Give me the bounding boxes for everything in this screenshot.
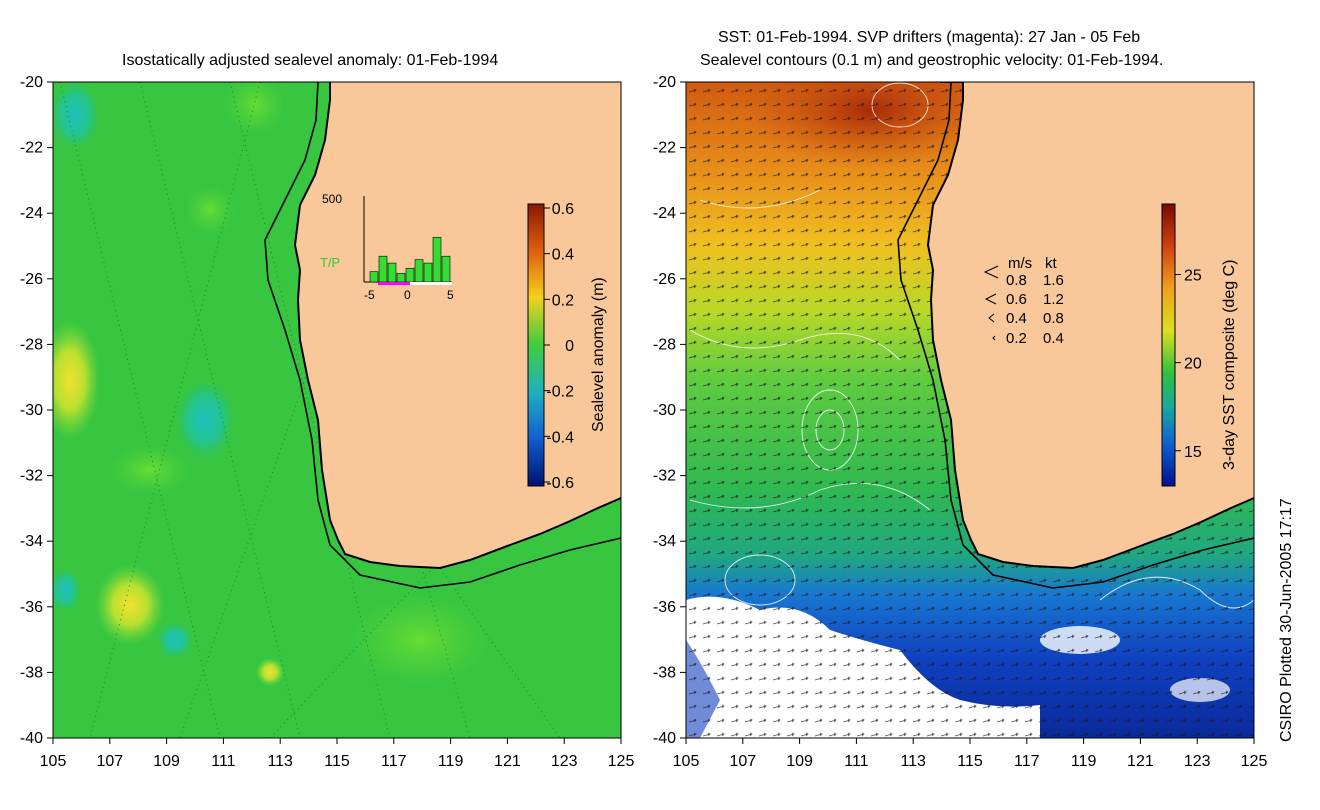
lon-tick-label: 105 bbox=[673, 753, 700, 770]
inset-xtick-left: -5 bbox=[364, 288, 375, 302]
tp-inset-histogram bbox=[363, 196, 452, 285]
lat-tick-label: -28 bbox=[20, 336, 43, 353]
lat-tick-label: -32 bbox=[653, 468, 676, 485]
inset-ymax-label: 500 bbox=[322, 192, 343, 206]
lat-tick-label: -24 bbox=[20, 205, 43, 222]
lon-tick-label: 109 bbox=[786, 753, 813, 770]
sst-colorbar bbox=[1161, 203, 1176, 487]
sla-tick-label: 0.4 bbox=[552, 247, 574, 264]
velocity-legend-kt: 1.6 bbox=[1043, 272, 1064, 289]
sla-tick-label: -0.6 bbox=[546, 475, 574, 492]
sst-tick-label: 20 bbox=[1184, 356, 1202, 373]
lon-tick-label: 121 bbox=[1127, 753, 1154, 770]
left-map-title: Isostatically adjusted sealevel anomaly:… bbox=[122, 52, 499, 69]
lon-tick-label: 115 bbox=[957, 753, 983, 770]
velocity-legend-ms: 0.6 bbox=[1006, 291, 1027, 308]
lon-tick-label: 113 bbox=[900, 753, 926, 770]
lon-tick-label: 107 bbox=[96, 753, 123, 770]
right-map-title-line2: Sealevel contours (0.1 m) and geostrophi… bbox=[700, 52, 1164, 69]
sst-tick-label: 15 bbox=[1184, 444, 1202, 461]
lon-tick-label: 115 bbox=[324, 753, 350, 770]
lon-tick-label: 111 bbox=[844, 753, 868, 770]
inset-xtick-mid: 0 bbox=[404, 288, 411, 302]
lon-tick-label: 117 bbox=[381, 753, 407, 770]
inset-bar bbox=[369, 271, 379, 283]
australia-land-right bbox=[928, 82, 1254, 568]
lat-tick-label: -26 bbox=[653, 271, 676, 288]
lat-tick-label: -24 bbox=[653, 205, 676, 222]
lon-tick-label: 121 bbox=[494, 753, 521, 770]
lon-tick-label: 123 bbox=[1184, 753, 1211, 770]
lat-tick-label: -34 bbox=[653, 533, 676, 550]
velocity-legend-ms: 0.2 bbox=[1006, 330, 1027, 347]
sla-tick-label: -0.2 bbox=[546, 384, 574, 401]
lat-tick-label: -40 bbox=[653, 730, 676, 747]
right-map-frame: -20 -22 -24 -26 -28 -30 -32 -34 -36 -38 -40 105 107… bbox=[653, 74, 1268, 770]
velocity-legend-header-kt: kt bbox=[1045, 255, 1057, 272]
lon-tick-label: 123 bbox=[551, 753, 578, 770]
lon-tick-label: 119 bbox=[1071, 753, 1097, 770]
left-lat-axis: -20 -22 -24 -26 -28 -30 -32 -34 -36 -38 -40 bbox=[20, 74, 53, 747]
inset-xtick-right: 5 bbox=[447, 288, 454, 302]
lat-tick-label: -30 bbox=[653, 402, 676, 419]
velocity-legend-arrows bbox=[983, 265, 999, 341]
sla-tick-label: 0.2 bbox=[552, 292, 574, 309]
lat-tick-label: -38 bbox=[653, 664, 676, 681]
lat-tick-label: -20 bbox=[20, 74, 43, 91]
right-map-title-line1: SST: 01-Feb-1994. SVP drifters (magenta)… bbox=[718, 29, 1141, 46]
velocity-legend-ms: 0.8 bbox=[1006, 272, 1027, 289]
lat-tick-label: -26 bbox=[20, 271, 43, 288]
lat-tick-label: -22 bbox=[20, 140, 43, 157]
lat-tick-label: -36 bbox=[20, 599, 43, 616]
sla-tick-label: 0.6 bbox=[552, 201, 574, 218]
lon-tick-label: 125 bbox=[608, 753, 635, 770]
sst-tick-label: 25 bbox=[1184, 268, 1202, 285]
right-lon-axis: 105 107 109 111 113 115 117 119 121 123 125 bbox=[673, 738, 1268, 770]
sla-tick-label: -0.4 bbox=[546, 429, 574, 446]
left-lon-axis: 105 107 109 111 113 115 117 119 121 123 125 bbox=[40, 738, 635, 770]
lon-tick-label: 117 bbox=[1014, 753, 1040, 770]
drifter-window-marker bbox=[378, 282, 410, 285]
sst-field bbox=[686, 82, 1254, 738]
lat-tick-label: -38 bbox=[20, 664, 43, 681]
sla-tick-label: 0 bbox=[565, 338, 574, 355]
lat-tick-label: -40 bbox=[20, 730, 43, 747]
lon-tick-label: 105 bbox=[40, 753, 67, 770]
lon-tick-label: 119 bbox=[438, 753, 464, 770]
lat-tick-label: -28 bbox=[653, 336, 676, 353]
inset-series-label: T/P bbox=[320, 255, 341, 270]
sst-colorbar-ticks: 25 20 15 bbox=[1175, 268, 1202, 461]
lat-tick-label: -32 bbox=[20, 468, 43, 485]
lat-tick-label: -20 bbox=[653, 74, 676, 91]
lat-tick-label: -22 bbox=[653, 140, 676, 157]
velocity-legend-kt: 1.2 bbox=[1043, 291, 1064, 308]
sst-colorbar-label: 3-day SST composite (deg C) bbox=[1221, 259, 1238, 470]
plot-credit: CSIRO Plotted 30-Jun-2005 17:17 bbox=[1278, 498, 1295, 742]
lon-tick-label: 109 bbox=[153, 753, 180, 770]
lon-tick-label: 107 bbox=[729, 753, 756, 770]
velocity-legend-kt: 0.8 bbox=[1043, 310, 1064, 327]
sla-colorbar-ticks: 0.6 0.4 0.2 0 -0.2 -0.4 -0.6 bbox=[544, 201, 574, 492]
right-lat-axis: -20 -22 -24 -26 -28 -30 -32 -34 -36 -38 -40 bbox=[653, 74, 686, 747]
lon-tick-label: 111 bbox=[211, 753, 235, 770]
velocity-legend-header-ms: m/s bbox=[1008, 255, 1033, 272]
lat-tick-label: -36 bbox=[653, 599, 676, 616]
lon-tick-label: 125 bbox=[1241, 753, 1268, 770]
lon-tick-label: 113 bbox=[267, 753, 293, 770]
velocity-legend-kt: 0.4 bbox=[1043, 330, 1064, 347]
lat-tick-label: -30 bbox=[20, 402, 43, 419]
velocity-legend-ms: 0.4 bbox=[1006, 310, 1027, 327]
left-map-frame: -20 -22 -24 -26 -28 -30 -32 -34 -36 -38 -40 105 107… bbox=[20, 74, 635, 770]
lat-tick-label: -34 bbox=[20, 533, 43, 550]
